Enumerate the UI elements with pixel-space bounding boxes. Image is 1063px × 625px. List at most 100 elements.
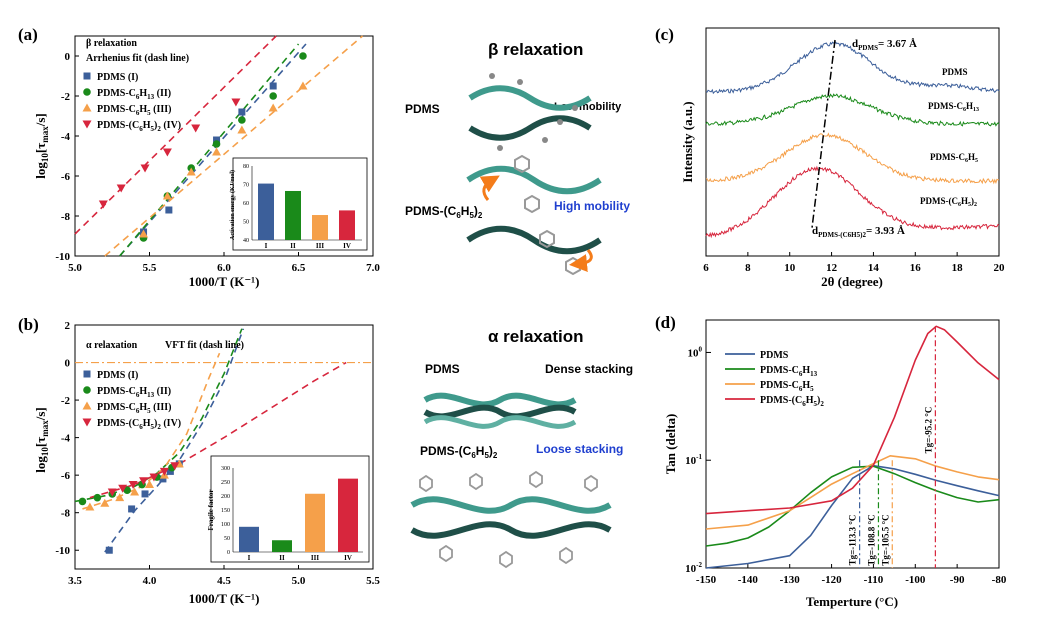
note-beta: β relaxation [86,38,137,49]
y-tick-label: -6 [61,171,71,183]
curve-label-pdms-c6h5: PDMS-C6H5 [930,152,978,164]
inset-y-tick: 100 [221,522,230,528]
x-tick-label: 12 [826,262,838,274]
legend-label-4: PDMS-(C6H5)2 [760,395,824,408]
x-tick-label: 18 [952,262,964,274]
tg-label-2: Tg=-108.8 °C [866,514,876,565]
data-point [141,490,149,498]
inset-bar-I [258,183,274,240]
inset-y-tick: 150 [221,508,230,514]
data-point [159,475,167,483]
schematic-alpha: α relaxation PDMS Dense stacking PDMS-(C… [410,327,633,569]
x-tick-label: -110 [864,574,884,586]
inset-x-tick: III [316,242,324,250]
y-tick-label: 0 [65,358,71,370]
inset-y-tick: 300 [221,466,230,472]
x-tick-label: 6 [703,262,709,274]
x-tick-label: 6.5 [292,262,306,274]
tg-label-4: Tg=-95.2 °C [923,407,933,454]
data-point [128,505,136,513]
tan-delta-curve-4 [705,325,1000,515]
data-point [145,480,154,489]
tg-label-1: Tg=-113.3 °C [848,515,858,566]
data-point [93,493,102,502]
y-tick-label: 10-2 [685,561,702,575]
data-point [237,125,247,134]
inset-bar-III [312,215,328,240]
loose-chain-2 [410,521,612,539]
x-tick-label: 20 [994,262,1006,274]
legend-label-3: PDMS-C6H5 [760,380,814,393]
x-tick-label: 6.0 [217,262,231,274]
x-axis-label: 1000/T (K⁻¹) [189,591,260,606]
inset-y-tick: 200 [221,494,230,500]
legend-entry-4-label: PDMS-(C6H5)2 (IV) [97,120,181,133]
y-tick-label: 100 [688,345,703,359]
legend-entry-4-marker [82,418,92,427]
data-point [118,484,128,493]
methyl-groups [489,73,578,151]
inset-bar-I [239,526,259,552]
phenyl-rings [419,470,598,569]
xrd-curve-2 [705,93,1000,127]
inset-y-label: Fragile factor [207,489,215,530]
y-tick-label: 2 [65,320,71,332]
x-tick-label: 3.5 [68,575,82,587]
inset-y-tick: 60 [243,201,249,207]
data-point [212,140,221,148]
legend-entry-1-label: PDMS (I) [97,370,138,381]
panel-c-label: (c) [655,25,674,44]
data-point [162,191,172,200]
phenyl-chain-2 [466,225,602,255]
fit-line-2 [119,43,300,257]
pdms-c6h5-2-label: PDMS-(C6H5)2 [420,444,498,460]
schematic-beta: β relaxation PDMS Low mobility PDMS-(C6H… [405,40,630,276]
data-point [186,167,196,176]
y-tick-label: 10-1 [685,453,702,467]
inset-y-label: Activation energy (KJ/mol) [229,170,236,240]
legend-entry-2-label: PDMS-C6H13 (II) [97,88,171,101]
y-axis-label: Tan (delta) [663,414,678,475]
pdms-label: PDMS [405,102,440,116]
curve-label-pdms-c6h5-2: PDMS-(C6H5)2 [920,196,977,208]
x-tick-label: 10 [784,262,796,274]
data-point [268,103,278,112]
xrd-curve-4 [705,165,1000,239]
legend-entry-3-label: PDMS-C6H5 (III) [97,402,172,415]
data-point [116,184,126,193]
legend-entry-1-marker [83,72,91,80]
data-point [166,467,174,475]
data-point [123,486,131,494]
x-tick-label: 5.0 [68,262,82,274]
y-tick-label: -2 [61,91,71,103]
legend: PDMS (I) PDMS-C6H13 (II) PDMS-C6H5 (III) PD… [82,72,181,133]
legend-entry-2-label: PDMS-C6H13 (II) [97,386,171,399]
note-arrhenius: Arrhenius fit (dash line) [86,53,189,64]
panel-d: (d) -150 -140 -130 -120 -110 -100 -90 -80 10-2 10… [655,313,1007,609]
data-point [139,229,149,238]
phenyl-chain-1 [466,165,602,195]
inset-x-tick: II [279,554,285,562]
x-axis-label: 2θ (degree) [821,274,883,289]
data-point [115,493,125,502]
inset-bar-IV [338,478,358,552]
data-point [231,98,241,107]
x-tick-label: -90 [950,574,965,586]
x-tick-label: -120 [821,574,842,586]
x-tick-label: -100 [905,574,926,586]
panel-d-label: (d) [655,313,676,332]
inset-y-tick: 50 [243,220,249,226]
inset-x-tick: III [311,554,319,562]
y-tick-label: -4 [61,131,71,143]
data-point [213,136,221,144]
y-tick-label: -10 [55,251,70,263]
data-point [170,462,180,471]
high-mobility-label: High mobility [554,199,630,213]
x-tick-label: -140 [738,574,759,586]
inset-x-tick: IV [343,242,351,250]
data-point [130,487,140,496]
legend: PDMS PDMS-C6H13 PDMS-C6H5 PDMS-(C6H5)2 [725,350,824,408]
data-point [78,497,87,506]
y-tick-label: -6 [61,470,71,482]
pdms-chain-2 [468,115,592,141]
